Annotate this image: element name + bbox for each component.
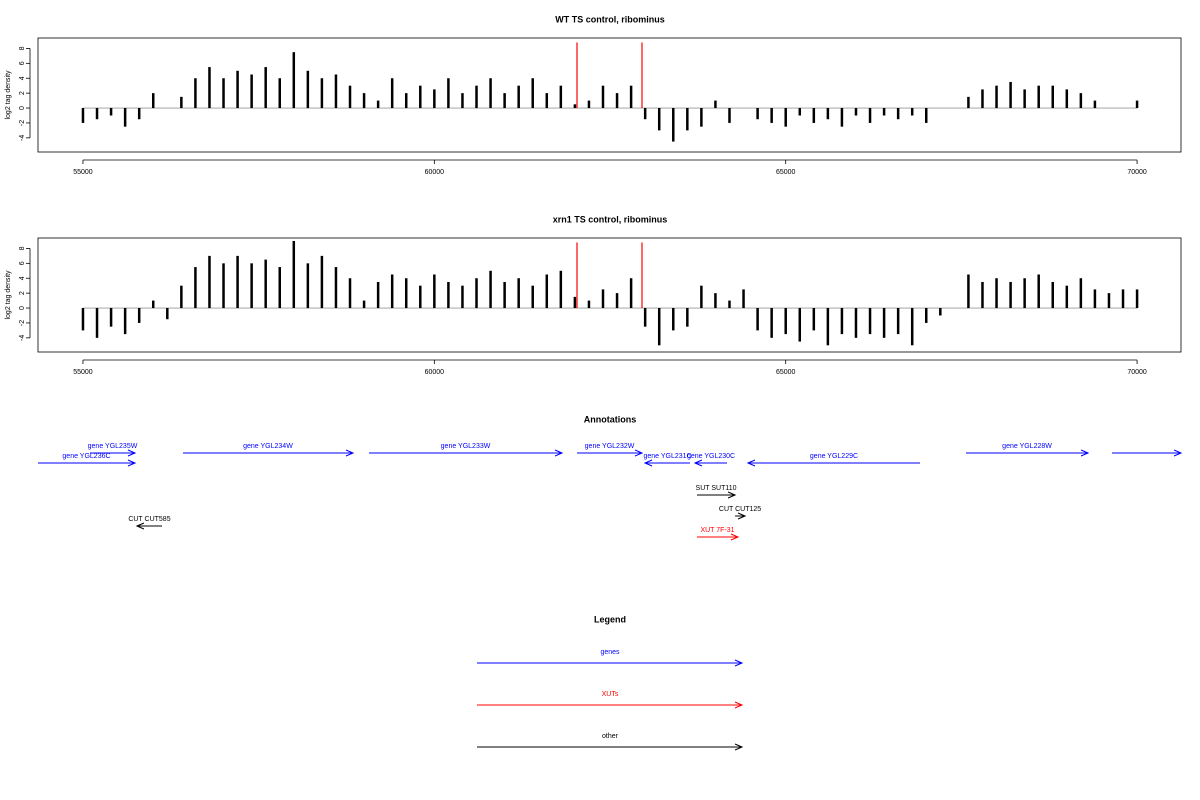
feature-arrow	[735, 512, 747, 520]
feature-label: CUT CUT125	[719, 506, 761, 513]
feature-label: gene YGL229C	[810, 453, 858, 460]
feature-arrow-head	[345, 449, 355, 457]
y-axis-label: log2 tag density	[5, 70, 12, 120]
feature-label: XUT 7F-31	[700, 527, 734, 534]
feature-arrow-head	[554, 449, 564, 457]
feature-arrow-head	[746, 459, 756, 467]
feature-arrow	[746, 459, 921, 467]
feature-arrow	[182, 449, 355, 457]
feature-arrow-head	[693, 459, 703, 467]
feature-label: gene YGL233W	[441, 443, 491, 450]
plot-box	[37, 37, 1182, 153]
feature-arrow-head	[135, 522, 145, 530]
feature-arrow	[135, 522, 162, 530]
y-tick-label: -4	[19, 335, 26, 341]
feature-arrow	[643, 459, 690, 467]
x-tick-label: 60000	[425, 369, 445, 376]
legend-arrow-head	[734, 701, 744, 709]
legend-arrow	[477, 659, 744, 667]
feature-arrow	[697, 491, 737, 499]
feature-arrow	[693, 459, 728, 467]
feature-label: CUT CUT585	[128, 516, 170, 523]
x-tick-label: 70000	[1127, 169, 1147, 176]
y-tick-label: 8	[19, 246, 26, 250]
y-tick-label: 4	[19, 276, 26, 280]
legend-arrow-head	[734, 743, 744, 751]
feature-arrow	[697, 533, 740, 541]
y-tick-label: -2	[19, 320, 26, 326]
feature-arrow-head	[730, 533, 740, 541]
legend-label: XUTs	[602, 691, 619, 698]
feature-arrow	[90, 449, 137, 457]
y-tick-label: -2	[19, 120, 26, 126]
legend-arrow	[477, 701, 744, 709]
feature-label: gene YGL228W	[1002, 443, 1052, 450]
feature-arrow-head	[634, 449, 644, 457]
y-tick-label: 2	[19, 91, 26, 95]
feature-arrow-head	[127, 449, 137, 457]
y-tick-label: 8	[19, 46, 26, 50]
legend-title: Legend	[594, 614, 626, 624]
feature-label: gene YGL236C	[62, 453, 110, 460]
annotations-title: Annotations	[584, 414, 637, 424]
feature-arrow	[368, 449, 564, 457]
feature-label: gene YGL234W	[243, 443, 293, 450]
y-tick-label: 4	[19, 76, 26, 80]
feature-label: gene YGL230C	[687, 453, 735, 460]
legend-arrow-head	[734, 659, 744, 667]
x-tick-label: 70000	[1127, 369, 1147, 376]
feature-label: gene YGL231C	[643, 453, 691, 460]
plot-box	[37, 237, 1182, 353]
chart-title: WT TS control, ribominus	[555, 14, 665, 24]
legend-label: genes	[600, 649, 620, 656]
feature-label: SUT SUT110	[696, 485, 737, 492]
x-tick-label: 55000	[73, 369, 93, 376]
chart-title: xrn1 TS control, ribominus	[553, 214, 668, 224]
feature-arrow	[576, 449, 644, 457]
feature-arrow	[1111, 449, 1183, 457]
feature-label: gene YGL235W	[88, 443, 138, 450]
y-tick-label: 6	[19, 61, 26, 65]
y-tick-label: 2	[19, 291, 26, 295]
x-tick-label: 65000	[776, 369, 796, 376]
y-tick-label: 0	[19, 306, 26, 310]
x-tick-label: 65000	[776, 169, 796, 176]
feature-arrow-head	[127, 459, 137, 467]
y-axis-label: log2 tag density	[5, 270, 12, 320]
y-tick-label: 0	[19, 106, 26, 110]
feature-arrow-head	[643, 459, 653, 467]
legend-arrow	[477, 743, 744, 751]
x-tick-label: 55000	[73, 169, 93, 176]
feature-arrow-head	[727, 491, 737, 499]
feature-arrow	[38, 459, 137, 467]
legend-label: other	[602, 733, 619, 740]
feature-arrow	[966, 449, 1090, 457]
y-tick-label: 6	[19, 261, 26, 265]
y-tick-label: -4	[19, 135, 26, 141]
feature-arrow-head	[1173, 449, 1183, 457]
x-tick-label: 60000	[425, 169, 445, 176]
feature-arrow-head	[1080, 449, 1090, 457]
feature-label: gene YGL232W	[585, 443, 635, 450]
feature-arrow-head	[737, 512, 747, 520]
